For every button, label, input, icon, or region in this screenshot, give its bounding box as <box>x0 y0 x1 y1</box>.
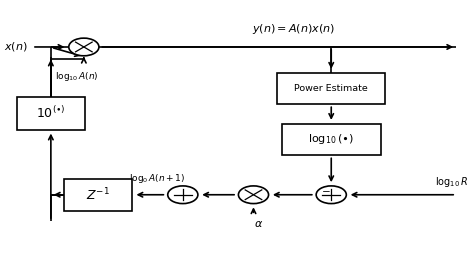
Text: $\log_{0} A(n+1)$: $\log_{0} A(n+1)$ <box>129 172 186 185</box>
Text: $x(n)$: $x(n)$ <box>4 40 27 54</box>
FancyBboxPatch shape <box>277 73 385 104</box>
Text: $\log_{10}(\bullet)$: $\log_{10}(\bullet)$ <box>308 133 354 146</box>
Text: $\log_{10} R$: $\log_{10} R$ <box>435 175 468 189</box>
Text: −: − <box>322 187 331 197</box>
FancyBboxPatch shape <box>282 124 381 155</box>
Text: $y(n) = A(n)x(n)$: $y(n) = A(n)x(n)$ <box>252 22 335 36</box>
FancyBboxPatch shape <box>64 179 132 211</box>
Text: Power Estimate: Power Estimate <box>294 84 368 93</box>
Circle shape <box>238 186 269 204</box>
Text: $10^{(\bullet)}$: $10^{(\bullet)}$ <box>36 105 66 121</box>
Text: $\log_{10} A(n)$: $\log_{10} A(n)$ <box>55 70 98 83</box>
Text: $Z^{-1}$: $Z^{-1}$ <box>86 186 110 203</box>
Circle shape <box>69 38 99 56</box>
Circle shape <box>316 186 346 204</box>
FancyBboxPatch shape <box>17 97 85 130</box>
Text: $\alpha$: $\alpha$ <box>254 219 263 229</box>
Circle shape <box>168 186 198 204</box>
